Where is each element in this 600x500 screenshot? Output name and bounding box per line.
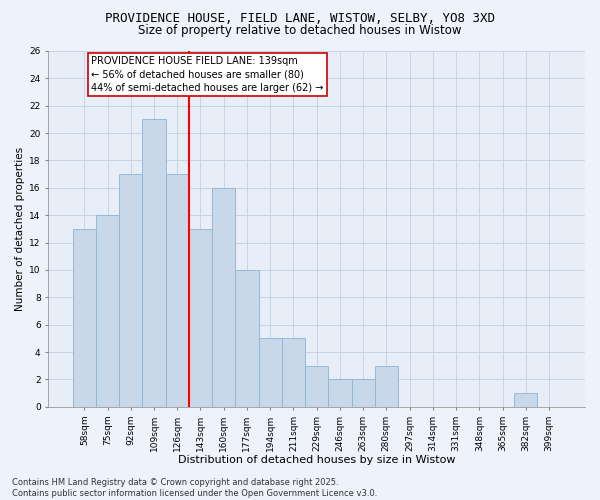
Text: PROVIDENCE HOUSE FIELD LANE: 139sqm
← 56% of detached houses are smaller (80)
44: PROVIDENCE HOUSE FIELD LANE: 139sqm ← 56… — [91, 56, 323, 93]
Bar — [166, 174, 189, 407]
Bar — [282, 338, 305, 407]
Text: PROVIDENCE HOUSE, FIELD LANE, WISTOW, SELBY, YO8 3XD: PROVIDENCE HOUSE, FIELD LANE, WISTOW, SE… — [105, 12, 495, 26]
Bar — [375, 366, 398, 407]
Bar — [328, 380, 352, 407]
Bar — [189, 229, 212, 407]
Bar — [142, 120, 166, 407]
X-axis label: Distribution of detached houses by size in Wistow: Distribution of detached houses by size … — [178, 455, 455, 465]
Bar — [514, 393, 538, 407]
Text: Size of property relative to detached houses in Wistow: Size of property relative to detached ho… — [138, 24, 462, 37]
Bar — [305, 366, 328, 407]
Bar — [235, 270, 259, 407]
Bar — [73, 229, 96, 407]
Bar — [212, 188, 235, 407]
Bar — [352, 380, 375, 407]
Bar — [259, 338, 282, 407]
Bar — [119, 174, 142, 407]
Text: Contains HM Land Registry data © Crown copyright and database right 2025.
Contai: Contains HM Land Registry data © Crown c… — [12, 478, 377, 498]
Y-axis label: Number of detached properties: Number of detached properties — [15, 147, 25, 311]
Bar — [96, 215, 119, 407]
